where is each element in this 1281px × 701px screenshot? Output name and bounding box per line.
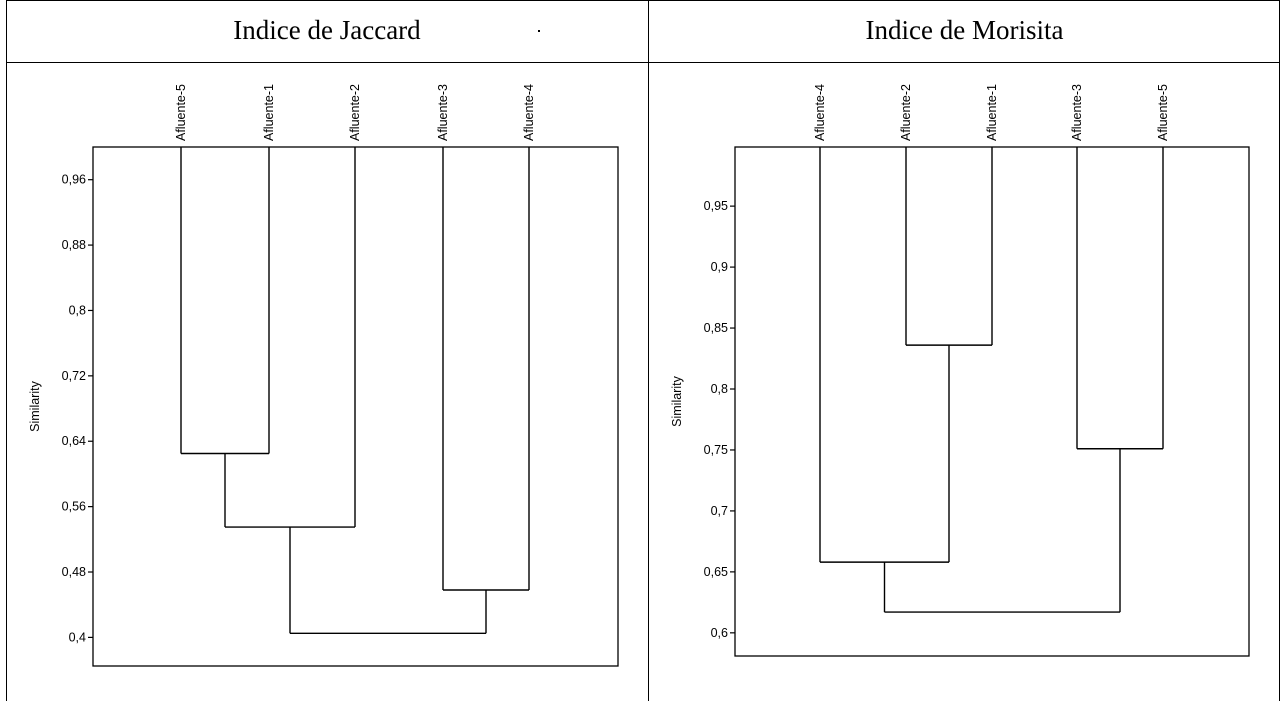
chart-title-jaccard: Indice de Jaccard bbox=[233, 15, 421, 45]
y-tick-label: 0,95 bbox=[704, 199, 728, 213]
column-divider bbox=[648, 0, 649, 701]
y-tick-label: 0,7 bbox=[711, 504, 728, 518]
stray-mark bbox=[538, 30, 540, 32]
y-tick-label: 0,64 bbox=[62, 434, 86, 448]
leaf-label: Afluente-3 bbox=[1070, 84, 1084, 141]
y-tick-label: 0,65 bbox=[704, 565, 728, 579]
y-tick-label: 0,72 bbox=[62, 369, 86, 383]
morisita-dendrogram: 0,95 0,9 0,85 0,8 0,75 0,7 0,65 0,6 Similarity Af… bbox=[670, 84, 1250, 657]
y-tick-label: 0,6 bbox=[711, 626, 728, 640]
leaf-label: Afluente-5 bbox=[174, 84, 188, 141]
leaf-label: Afluente-5 bbox=[1156, 84, 1170, 141]
leaf-label: Afluente-4 bbox=[813, 84, 827, 141]
leaf-label: Afluente-1 bbox=[262, 84, 276, 141]
y-tick-label: 0,48 bbox=[62, 565, 86, 579]
jaccard-dendrogram: 0,96 0,88 0,8 0,72 0,64 0,56 0,48 0,4 Similarity… bbox=[28, 84, 619, 667]
leaf-label: Afluente-3 bbox=[436, 84, 450, 141]
leaf-label: Afluente-1 bbox=[985, 84, 999, 141]
y-tick-label: 0,85 bbox=[704, 321, 728, 335]
table-frame bbox=[6, 0, 1280, 701]
y-tick-label: 0,56 bbox=[62, 500, 86, 514]
leaf-label: Afluente-4 bbox=[522, 84, 536, 141]
header-divider bbox=[6, 62, 1280, 63]
leaf-label: Afluente-2 bbox=[899, 84, 913, 141]
y-tick-label: 0,4 bbox=[69, 630, 86, 644]
y-tick-label: 0,88 bbox=[62, 238, 86, 252]
y-tick-label: 0,96 bbox=[62, 173, 86, 187]
y-tick-label: 0,75 bbox=[704, 443, 728, 457]
y-axis-label: Similarity bbox=[28, 380, 42, 431]
chart-title-morisita: Indice de Morisita bbox=[865, 15, 1064, 45]
y-tick-label: 0,8 bbox=[69, 303, 86, 317]
y-tick-label: 0,8 bbox=[711, 382, 728, 396]
y-tick-label: 0,9 bbox=[711, 260, 728, 274]
leaf-label: Afluente-2 bbox=[348, 84, 362, 141]
y-axis-label: Similarity bbox=[670, 375, 684, 426]
